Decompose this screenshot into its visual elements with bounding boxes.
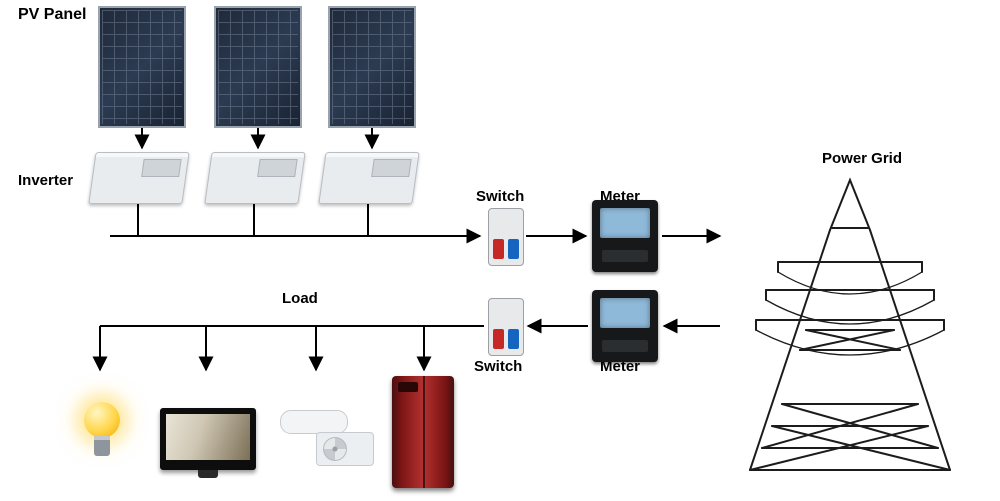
label-load: Load: [282, 290, 318, 307]
inverter-icon: [204, 152, 305, 204]
inverter-icon: [88, 152, 189, 204]
switch-icon: [488, 298, 524, 356]
meter-icon: [592, 290, 658, 362]
fridge-icon: [392, 376, 454, 488]
lightbulb-icon: [80, 400, 124, 466]
pv-panel-icon: [98, 6, 186, 128]
label-power-grid: Power Grid: [822, 150, 902, 167]
pv-panel-icon: [214, 6, 302, 128]
inverter-icon: [318, 152, 419, 204]
tv-icon: [160, 408, 256, 470]
meter-icon: [592, 200, 658, 272]
label-switch-1: Switch: [476, 188, 524, 205]
power-grid-tower-icon: [720, 170, 980, 480]
label-inverter: Inverter: [18, 172, 73, 189]
air-conditioner-icon: [280, 410, 372, 464]
label-pv-panel: PV Panel: [18, 6, 86, 24]
label-switch-2: Switch: [474, 358, 522, 375]
switch-icon: [488, 208, 524, 266]
pv-panel-icon: [328, 6, 416, 128]
